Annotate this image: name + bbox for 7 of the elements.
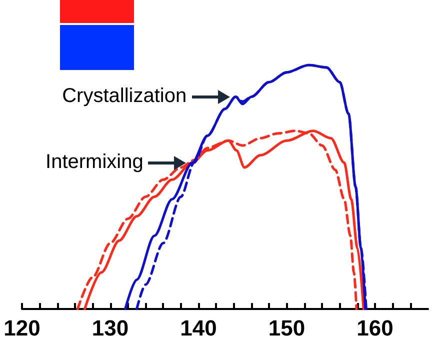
x-tick-label: 150 (268, 316, 306, 340)
annotation: Intermixing (46, 151, 144, 174)
x-tick-label: 130 (92, 316, 129, 340)
x-tick-label: 140 (180, 316, 217, 340)
x-tick-label: 160 (356, 316, 394, 340)
annotation: Crystallization (62, 85, 187, 108)
x-tick-label: 120 (4, 316, 40, 340)
